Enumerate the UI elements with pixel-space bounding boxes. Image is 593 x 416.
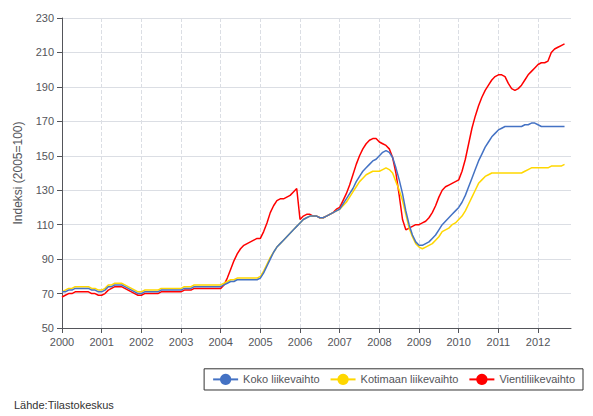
svg-text:150: 150 bbox=[36, 150, 54, 162]
svg-text:2008: 2008 bbox=[367, 336, 391, 348]
svg-text:Indeksi (2005=100): Indeksi (2005=100) bbox=[11, 121, 25, 224]
svg-text:2006: 2006 bbox=[288, 336, 312, 348]
svg-text:Vientiliikevaihto: Vientiliikevaihto bbox=[499, 373, 575, 385]
svg-text:2000: 2000 bbox=[50, 336, 74, 348]
svg-text:170: 170 bbox=[36, 115, 54, 127]
svg-text:2011: 2011 bbox=[487, 336, 511, 348]
svg-text:2004: 2004 bbox=[208, 336, 232, 348]
svg-text:Lähde:Tilastokeskus: Lähde:Tilastokeskus bbox=[14, 399, 114, 411]
svg-text:2002: 2002 bbox=[129, 336, 153, 348]
svg-text:Kotimaan liikevaihto: Kotimaan liikevaihto bbox=[361, 373, 459, 385]
svg-text:Koko liikevaihto: Koko liikevaihto bbox=[243, 373, 319, 385]
svg-text:130: 130 bbox=[36, 184, 54, 196]
svg-text:2007: 2007 bbox=[327, 336, 351, 348]
svg-text:2012: 2012 bbox=[526, 336, 550, 348]
svg-text:2001: 2001 bbox=[89, 336, 113, 348]
svg-text:2005: 2005 bbox=[248, 336, 272, 348]
svg-text:230: 230 bbox=[36, 12, 54, 24]
svg-text:70: 70 bbox=[42, 288, 54, 300]
svg-text:190: 190 bbox=[36, 81, 54, 93]
svg-text:210: 210 bbox=[36, 46, 54, 58]
svg-text:2003: 2003 bbox=[169, 336, 193, 348]
svg-text:2009: 2009 bbox=[407, 336, 431, 348]
svg-text:110: 110 bbox=[36, 219, 54, 231]
svg-text:50: 50 bbox=[42, 322, 54, 334]
svg-text:90: 90 bbox=[42, 253, 54, 265]
svg-text:2010: 2010 bbox=[446, 336, 470, 348]
